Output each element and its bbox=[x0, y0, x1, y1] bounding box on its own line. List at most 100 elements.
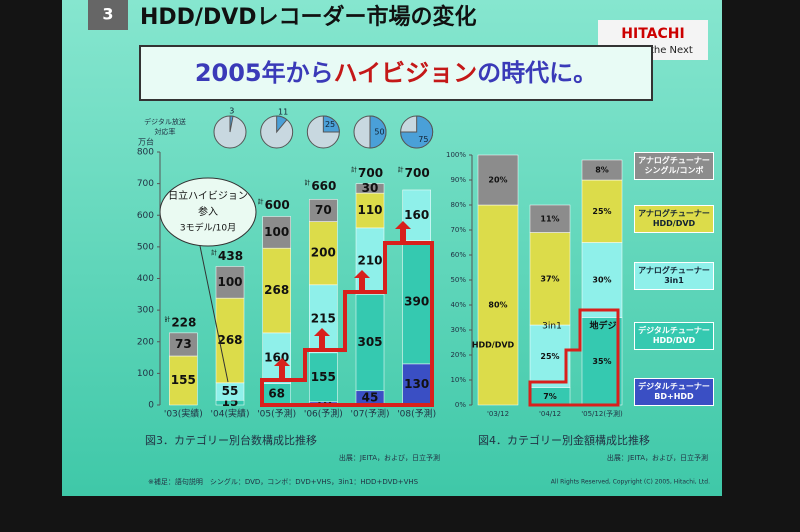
value-label: 45 bbox=[362, 390, 379, 404]
total-prefix: 計 bbox=[211, 249, 217, 257]
legend-entry: アナログチューナー HDD/DVD bbox=[634, 205, 714, 233]
value-label: 268 bbox=[217, 333, 242, 347]
bar-segment bbox=[529, 204, 571, 233]
value-label: 70 bbox=[315, 203, 332, 217]
y-tick-label: 700 bbox=[137, 179, 154, 189]
pie-wedge bbox=[276, 115, 288, 134]
banner-part: 2005年から bbox=[195, 59, 334, 87]
logo: HITACHI bbox=[621, 26, 684, 42]
total-prefix: 計 bbox=[258, 198, 264, 206]
x-tick-label: '06(予測) bbox=[304, 408, 343, 420]
y-tick-label: 30% bbox=[450, 326, 466, 334]
x-tick-label: '04(実績) bbox=[211, 408, 250, 420]
digital-outline bbox=[528, 308, 620, 407]
segment-note: HDD/DVD bbox=[472, 341, 515, 350]
y-tick-label: 100% bbox=[446, 151, 466, 159]
bar-segment bbox=[581, 317, 623, 406]
x-tick-label: '08(予測) bbox=[397, 408, 436, 420]
bar-segment bbox=[581, 159, 623, 181]
segment-note: 3in1 bbox=[542, 322, 562, 332]
pie-wedge bbox=[369, 115, 387, 149]
slide-title: HDD/DVDレコーダー市場の変化 bbox=[140, 4, 477, 30]
banner-part: の時代に。 bbox=[477, 59, 597, 87]
copyright: All Rights Reserved, Copyright (C) 2005,… bbox=[551, 479, 710, 486]
y-tick-label: 500 bbox=[137, 242, 154, 252]
value-label: 130 bbox=[404, 377, 429, 391]
pie-title: 対応率 bbox=[155, 127, 176, 136]
y-tick-label: 20% bbox=[450, 351, 466, 359]
y-tick-label: 60% bbox=[450, 251, 466, 259]
bar-segment bbox=[581, 242, 623, 318]
y-tick-label: 200 bbox=[137, 337, 154, 347]
pie-label: 11 bbox=[278, 108, 288, 117]
value-label: 110 bbox=[357, 203, 382, 217]
segment-note: 地デジ bbox=[589, 320, 616, 332]
value-label: 268 bbox=[264, 283, 289, 297]
tagline: Inspire the Next bbox=[613, 45, 693, 56]
bar-segment bbox=[529, 232, 571, 326]
bar-segment bbox=[402, 189, 431, 241]
total-label: 600 bbox=[265, 198, 290, 212]
number-box bbox=[88, 0, 128, 30]
value-label: 80% bbox=[488, 301, 507, 310]
callout-text: 参入 bbox=[198, 205, 218, 218]
y-tick-label: 600 bbox=[137, 211, 154, 221]
legend-entry: アナログチューナー 3in1 bbox=[634, 262, 714, 290]
slide-number: 3 bbox=[102, 5, 113, 24]
callout-text: 日立ハイビジョン bbox=[168, 189, 248, 202]
y-tick-label: 300 bbox=[137, 306, 154, 316]
x-tick-label: '04/12 bbox=[539, 410, 561, 418]
source: 出展：JEITA，および，日立予測 bbox=[339, 453, 440, 462]
y-tick-label: 100 bbox=[137, 369, 154, 379]
value-label: 210 bbox=[357, 254, 382, 268]
total-label: 700 bbox=[405, 166, 430, 180]
pie-wedge bbox=[229, 115, 234, 133]
bar-segment bbox=[402, 363, 431, 406]
value-label: 30 bbox=[362, 181, 379, 195]
value-label: 215 bbox=[311, 311, 336, 325]
value-label: 25% bbox=[592, 207, 611, 216]
bar-segment bbox=[309, 221, 338, 286]
pie-wedge bbox=[400, 115, 434, 149]
bar-segment bbox=[309, 199, 338, 222]
callout-text: 3モデル/10月 bbox=[180, 222, 236, 234]
y-tick-label: 90% bbox=[450, 176, 466, 184]
y-tick-label: 0 bbox=[148, 401, 154, 411]
total-prefix: 計 bbox=[398, 166, 404, 174]
total-label: 438 bbox=[218, 249, 243, 263]
value-label: 73 bbox=[175, 337, 192, 351]
caption: 図3．カテゴリー別台数構成比推移 bbox=[145, 433, 317, 447]
y-tick-label: 50% bbox=[450, 276, 466, 284]
y-tick-label: 800 bbox=[137, 148, 154, 158]
bar-segment bbox=[169, 355, 198, 406]
value-label: 200 bbox=[311, 246, 336, 260]
bar-segment bbox=[262, 216, 291, 249]
total-label: 700 bbox=[358, 166, 383, 180]
legend-entry: デジタルチューナー BD+HDD bbox=[634, 378, 714, 406]
bar-segment bbox=[529, 324, 571, 388]
banner-box bbox=[139, 45, 653, 101]
total-prefix: 計 bbox=[304, 179, 310, 187]
bar-segment bbox=[262, 332, 291, 384]
value-label: 100 bbox=[217, 275, 242, 289]
value-label: 155 bbox=[311, 370, 336, 384]
value-label: 55 bbox=[222, 384, 239, 398]
y-tick-label: 10% bbox=[450, 376, 466, 384]
value-label: 30% bbox=[592, 276, 611, 285]
x-tick-label: '07(予測) bbox=[351, 408, 390, 420]
legend-entry: アナログチューナー シングル/コンボ bbox=[634, 152, 714, 180]
bar-segment bbox=[581, 179, 623, 243]
x-tick-label: '05(予測) bbox=[257, 408, 296, 420]
note: ※補足：語句説明 シングル：DVD，コンボ：DVD+VHS，3in1：HDD+D… bbox=[148, 477, 419, 486]
value-label: 8% bbox=[595, 166, 609, 175]
value-label: 7% bbox=[543, 392, 557, 401]
pie-label: 25 bbox=[325, 120, 335, 129]
source: 出展：JEITA，および，日立予測 bbox=[607, 453, 708, 462]
value-label: 100 bbox=[264, 225, 289, 239]
banner: 2005年からハイビジョンの時代に。 bbox=[195, 59, 597, 87]
y-tick-label: 0% bbox=[455, 401, 466, 409]
growth-outline bbox=[260, 241, 434, 407]
y-tick-label: 70% bbox=[450, 226, 466, 234]
total-prefix: 計 bbox=[164, 315, 170, 323]
